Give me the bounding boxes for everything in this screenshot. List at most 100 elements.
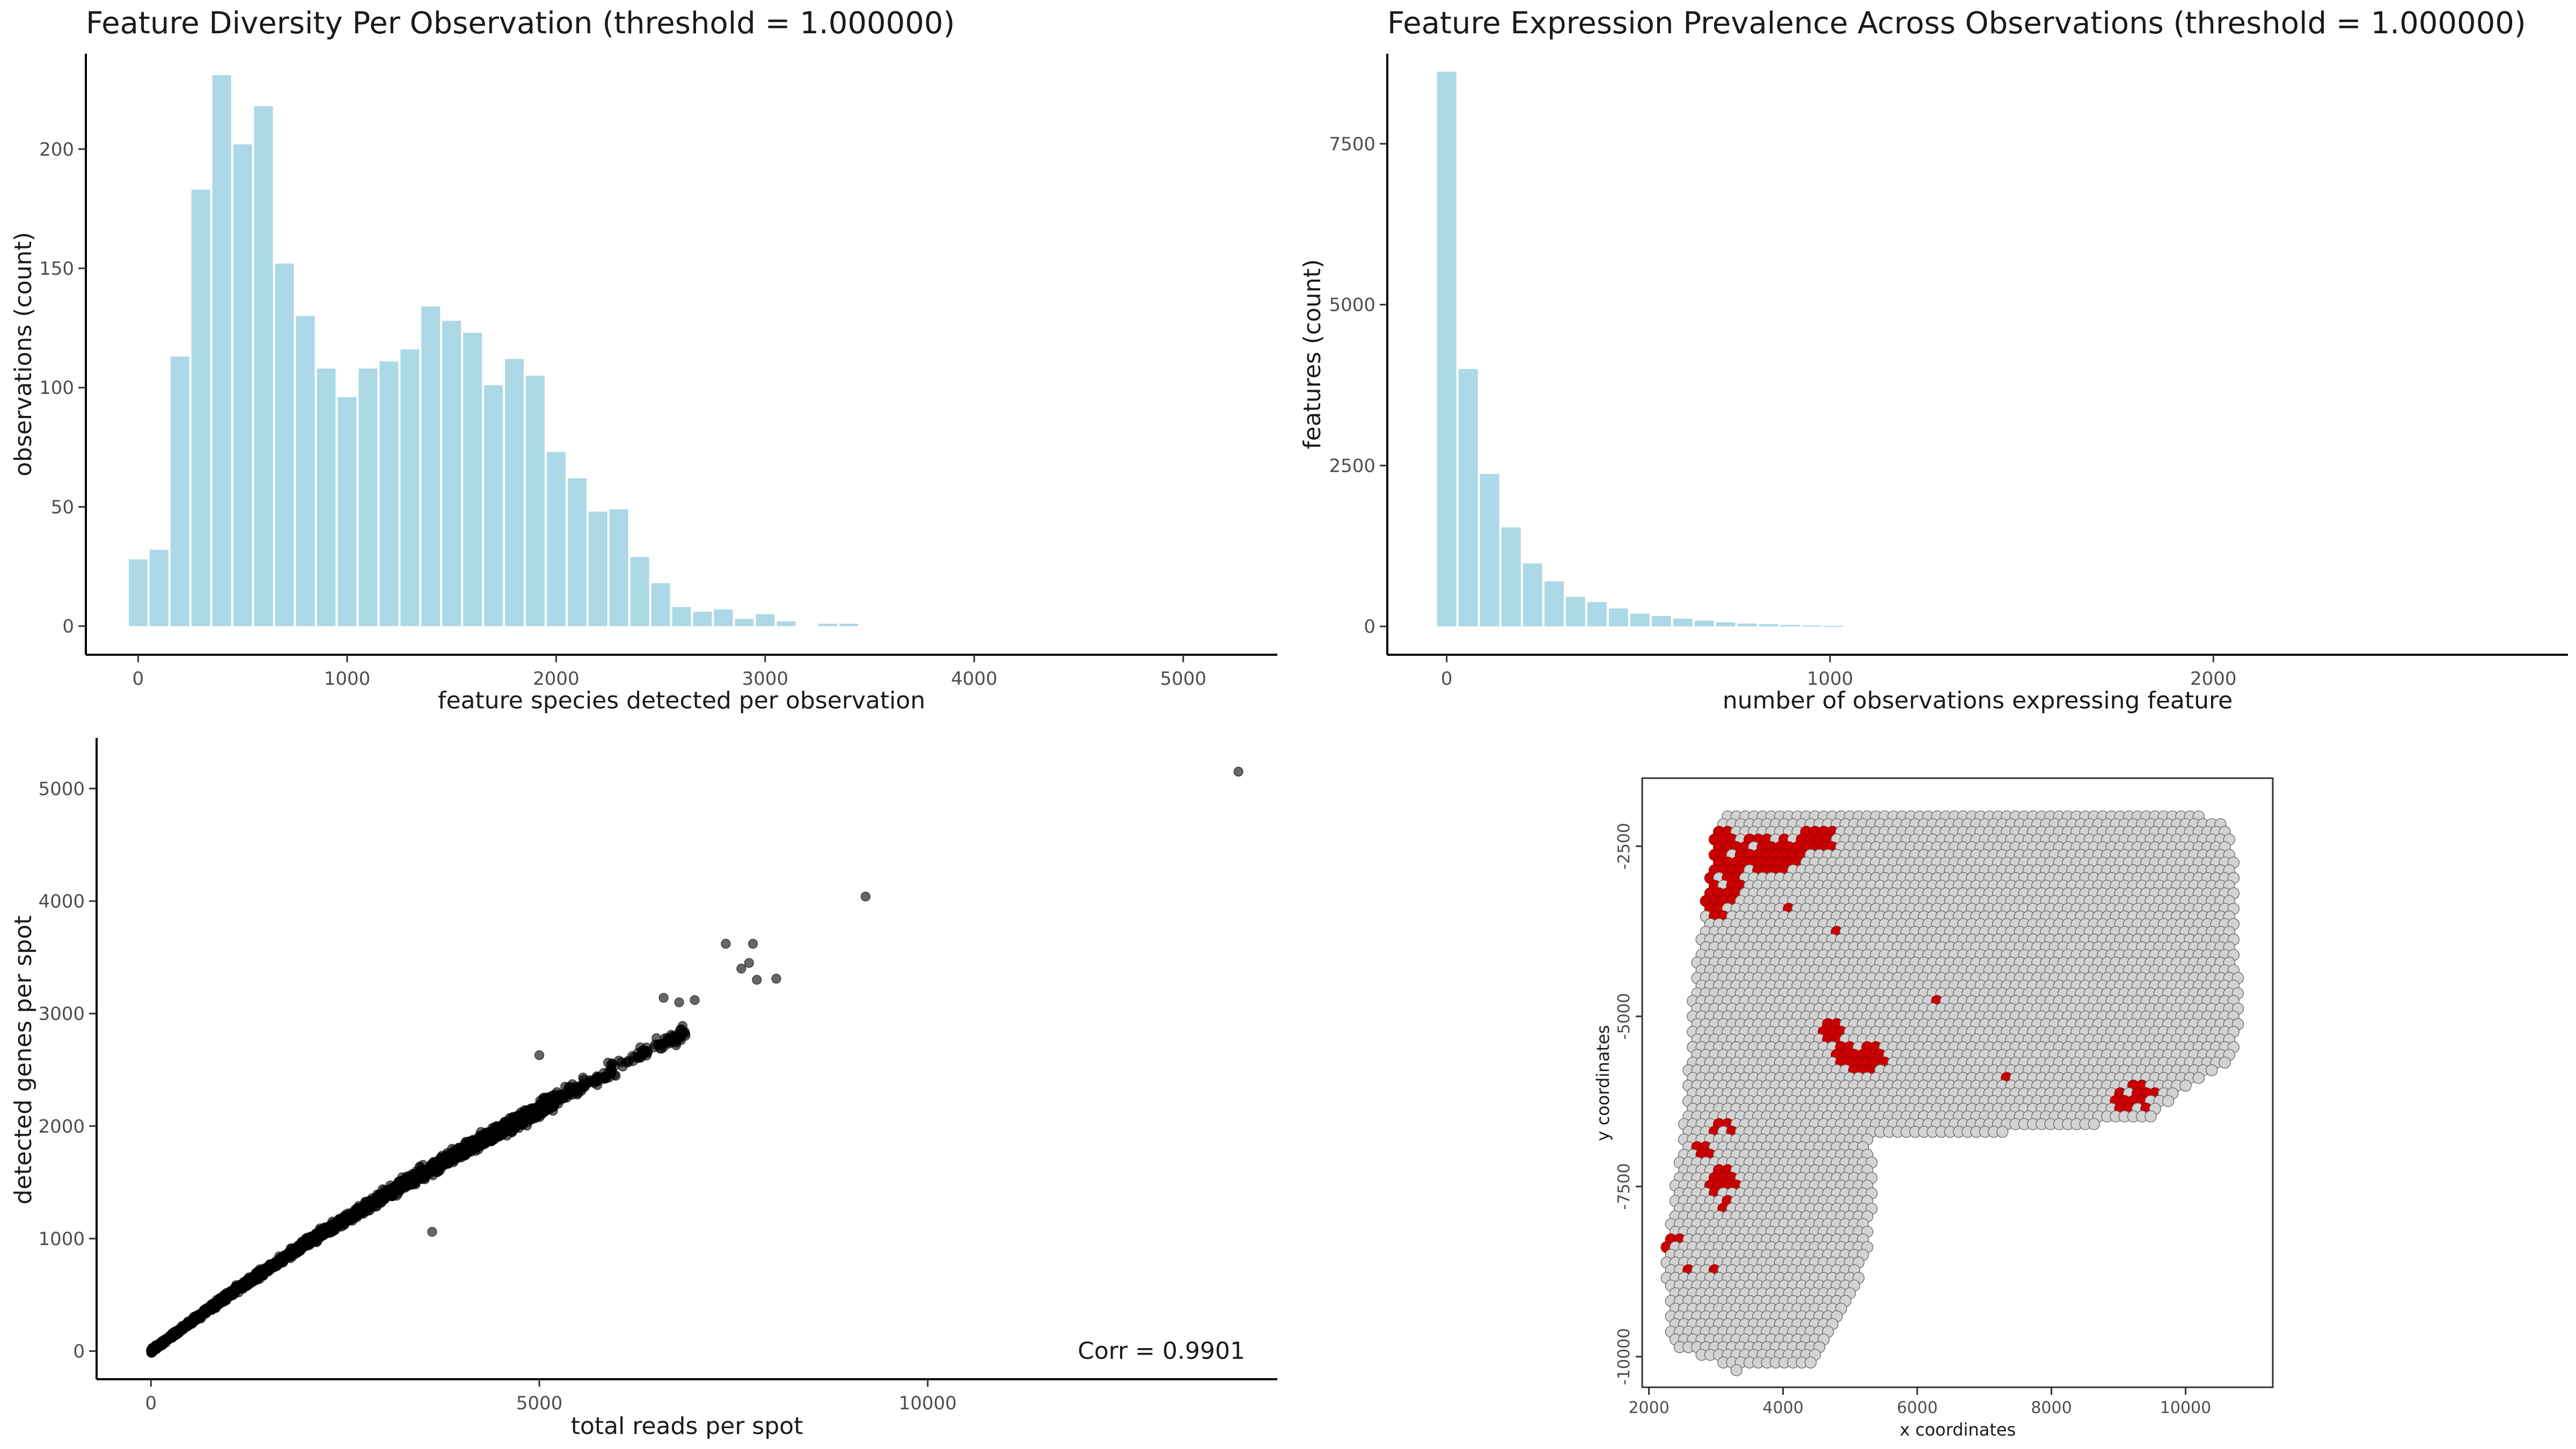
scatter-y-tick-label: 0 bbox=[73, 1341, 85, 1363]
hist2-x-tick-label: 2000 bbox=[2190, 668, 2237, 690]
hist1-bar bbox=[442, 320, 462, 626]
spatial-spot bbox=[2162, 1095, 2175, 1107]
scatter-outlier-point bbox=[748, 939, 758, 949]
spatial-spot bbox=[2179, 1079, 2192, 1092]
scatter-point bbox=[148, 1345, 158, 1356]
scatter-point bbox=[633, 1052, 643, 1062]
hist1-bar bbox=[128, 559, 148, 626]
scatter-outlier-point bbox=[752, 975, 762, 985]
correlation-annotation: Corr = 0.9901 bbox=[1078, 1337, 1245, 1365]
hist1-bar bbox=[546, 452, 566, 626]
scatter-point bbox=[252, 1272, 262, 1283]
scatter-outlier-point bbox=[658, 993, 669, 1003]
scatter-outlier-point bbox=[736, 963, 747, 974]
scatter-point bbox=[156, 1338, 166, 1348]
scatter-point bbox=[462, 1144, 472, 1154]
hist2-bar bbox=[1565, 597, 1585, 627]
hist1-bar bbox=[379, 361, 399, 626]
spatial-spot bbox=[2219, 1056, 2231, 1069]
hist1-bar bbox=[233, 144, 252, 626]
scatter-point bbox=[518, 1110, 529, 1121]
hist2-y-tick-label: 7500 bbox=[1329, 134, 1375, 155]
hist1-bar bbox=[714, 609, 733, 626]
scatter-point bbox=[206, 1304, 217, 1314]
scatter-point bbox=[337, 1213, 347, 1223]
hist2-bar bbox=[1737, 623, 1757, 627]
scatter-point bbox=[400, 1178, 411, 1189]
scatter-point bbox=[174, 1326, 185, 1336]
hist2-bar bbox=[1823, 626, 1843, 627]
scatter-point bbox=[593, 1072, 603, 1082]
hist1-bar bbox=[191, 189, 210, 626]
hist2-bar bbox=[1673, 618, 1693, 627]
hist2-bar bbox=[1501, 527, 1521, 627]
hist1-x-label: feature species detected per observation bbox=[438, 687, 925, 714]
scatter-point bbox=[543, 1102, 553, 1112]
hist1-y-label: observations (count) bbox=[10, 232, 37, 477]
hist2-bar bbox=[1630, 613, 1650, 627]
hist2-x-tick-label: 1000 bbox=[1807, 668, 1854, 690]
hist2-x-ticks: 0 1000 2000 bbox=[1441, 655, 2237, 690]
scatter-outlier-point bbox=[674, 997, 684, 1007]
scatter-x-tick-label: 0 bbox=[145, 1393, 157, 1414]
hist1-y-tick-label: 0 bbox=[62, 616, 74, 638]
hist1-bar bbox=[525, 376, 545, 626]
hist2-x-label: number of observations expressing featur… bbox=[1723, 687, 2233, 714]
hist1-bar bbox=[275, 264, 294, 626]
hist2-bar bbox=[1544, 581, 1564, 627]
scatter-outlier-point bbox=[860, 891, 870, 902]
hist1-bar bbox=[400, 349, 420, 626]
hist1-bar bbox=[693, 612, 712, 626]
hist1-x-ticks: 0 1000 2000 3000 4000 5000 bbox=[133, 655, 1206, 690]
scatter-point bbox=[641, 1050, 652, 1061]
scatter-point bbox=[186, 1315, 196, 1326]
hist2-bar bbox=[1759, 624, 1779, 627]
scatter-y-tick-label: 1000 bbox=[38, 1228, 85, 1250]
hist1-bar bbox=[170, 356, 189, 626]
scatter-points bbox=[146, 766, 1243, 1358]
hist1-bar bbox=[609, 509, 628, 626]
scatter-y-tick-label: 3000 bbox=[38, 1004, 85, 1025]
hist1-y-tick-label: 100 bbox=[39, 377, 74, 399]
hist2-y-tick-label: 2500 bbox=[1329, 455, 1375, 477]
hist1-x-tick-label: 4000 bbox=[951, 668, 998, 690]
hist1-bar bbox=[651, 583, 670, 626]
hist1-bar bbox=[567, 478, 587, 626]
scatter-outlier-point bbox=[744, 958, 754, 968]
spatial-spot bbox=[2206, 1064, 2218, 1077]
hist1-bar bbox=[672, 607, 691, 626]
scatter-point bbox=[469, 1136, 479, 1146]
scatter-point bbox=[671, 1040, 682, 1050]
hist1-bar bbox=[463, 333, 482, 626]
hist2-bar bbox=[1437, 71, 1457, 627]
scatter-point bbox=[553, 1099, 564, 1109]
hist2-bar bbox=[1523, 563, 1542, 627]
hist1-bar bbox=[421, 306, 441, 626]
scatter-y-label: detected genes per spot bbox=[10, 916, 37, 1205]
hist1-bar bbox=[777, 621, 796, 626]
scatter-point bbox=[485, 1135, 495, 1145]
scatter-point bbox=[603, 1066, 613, 1077]
hist1-x-tick-label: 1000 bbox=[324, 668, 371, 690]
hist1-y-tick-label: 50 bbox=[51, 496, 74, 518]
scatter-point bbox=[198, 1310, 208, 1320]
scatter-point bbox=[356, 1209, 367, 1219]
hist1-title: Feature Diversity Per Observation (thres… bbox=[86, 6, 955, 41]
scatter-point bbox=[322, 1223, 332, 1234]
scatter-point bbox=[592, 1080, 603, 1090]
scatter-point bbox=[677, 1028, 687, 1038]
hist1-bar bbox=[735, 619, 754, 626]
hist1-bar bbox=[756, 614, 775, 626]
scatter-outlier-point bbox=[721, 939, 731, 949]
hist1-bar bbox=[484, 385, 503, 626]
scatter-point bbox=[535, 1112, 545, 1122]
scatter-point bbox=[550, 1089, 560, 1100]
scatter-point bbox=[653, 1039, 663, 1050]
scatter-point bbox=[434, 1160, 444, 1171]
hist1-bar bbox=[212, 75, 231, 626]
hist1-bar bbox=[296, 316, 315, 626]
